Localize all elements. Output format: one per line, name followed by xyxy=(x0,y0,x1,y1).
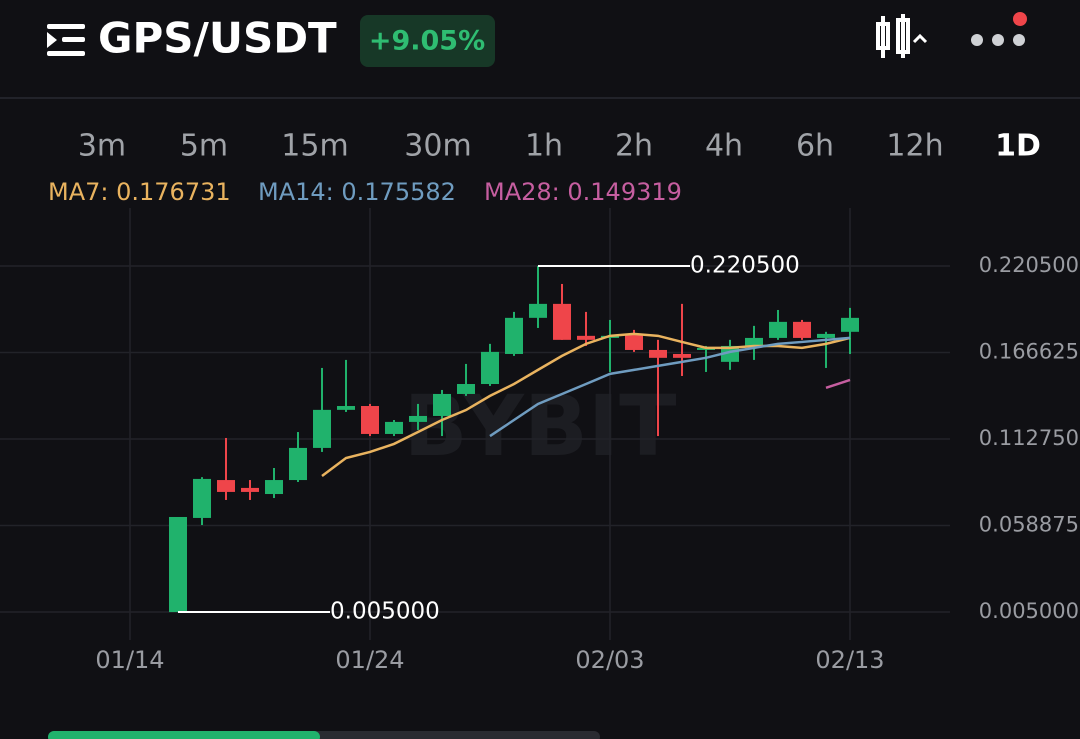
candle-body xyxy=(817,333,835,338)
y-tick-label: 0.112750 xyxy=(979,426,1079,450)
candle-body xyxy=(433,393,451,416)
candle-body xyxy=(673,353,691,358)
ma-line xyxy=(825,378,851,390)
candle-body xyxy=(289,447,307,481)
candle-body xyxy=(505,317,523,354)
candle-body xyxy=(409,415,427,422)
x-tick-label: 02/03 xyxy=(575,646,644,674)
timeframe-tab[interactable]: 2h xyxy=(615,129,653,164)
candle-body xyxy=(745,337,763,346)
watermark: BYBIT xyxy=(404,377,677,475)
candle-body xyxy=(841,317,859,332)
ma-legend-entry: MA14: 0.175582 xyxy=(258,178,456,206)
candle-body xyxy=(193,478,211,518)
candle-body xyxy=(169,516,187,613)
timeframe-tab[interactable]: 1h xyxy=(525,129,563,164)
timeframe-tab[interactable]: 1D xyxy=(995,129,1041,164)
y-tick-label: 0.220500 xyxy=(979,253,1079,277)
ma-legend-entry: MA28: 0.149319 xyxy=(484,178,682,206)
y-tick-label: 0.005000 xyxy=(979,599,1079,623)
y-tick-label: 0.058875 xyxy=(979,513,1079,537)
extreme-marker-label: 0.005000 xyxy=(330,599,440,625)
timeframe-tabs: 3m 5m 15m 30m 1h 2h 4h 6h 12h 1D xyxy=(78,129,1041,164)
candle-body xyxy=(481,351,499,385)
candle-body xyxy=(385,421,403,434)
extreme-marker-label: 0.220500 xyxy=(690,252,800,278)
candle-body xyxy=(769,321,787,338)
y-tick-label: 0.166625 xyxy=(979,339,1079,363)
x-tick-label: 01/14 xyxy=(95,646,164,674)
timeframe-tab[interactable]: 4h xyxy=(705,129,743,164)
candle-body xyxy=(337,406,355,410)
bottom-fill xyxy=(48,731,320,739)
candle-body xyxy=(217,480,235,492)
timeframe-tab[interactable]: 5m xyxy=(180,129,228,164)
candle-body xyxy=(361,406,379,434)
timeframe-tab[interactable]: 6h xyxy=(796,129,834,164)
chart-type-icon[interactable] xyxy=(876,14,928,58)
menu-icon[interactable] xyxy=(47,24,85,56)
ma-legend-entry: MA7: 0.176731 xyxy=(48,178,231,206)
candle-body xyxy=(313,409,331,448)
x-tick-label: 02/13 xyxy=(815,646,884,674)
candle-body xyxy=(793,321,811,338)
timeframe-tab[interactable]: 12h xyxy=(886,129,943,164)
more-icon[interactable] xyxy=(971,12,1027,46)
candle-body xyxy=(577,335,595,340)
candle-body xyxy=(457,384,475,394)
ma-legend: MA7: 0.176731 MA14: 0.175582 MA28: 0.14931… xyxy=(48,178,682,206)
pair-title: GPS/USDT xyxy=(98,14,337,63)
candle-body xyxy=(241,487,259,492)
candle-body xyxy=(649,349,667,358)
x-tick-label: 01/24 xyxy=(335,646,404,674)
candle-body xyxy=(529,303,547,318)
timeframe-tab[interactable]: 3m xyxy=(78,129,126,164)
candle-body xyxy=(625,333,643,350)
ma-line xyxy=(489,336,851,438)
candle-body xyxy=(553,303,571,340)
candlestick-chart: BYBIT 0.220500 0.166625 0.112750 0.058875 0.0… xyxy=(0,208,1079,674)
timeframe-tab[interactable]: 30m xyxy=(404,129,471,164)
candle-body xyxy=(265,480,283,495)
timeframe-tab[interactable]: 15m xyxy=(281,129,348,164)
change-badge xyxy=(360,15,495,67)
change-percent: +9.05% xyxy=(369,26,485,57)
